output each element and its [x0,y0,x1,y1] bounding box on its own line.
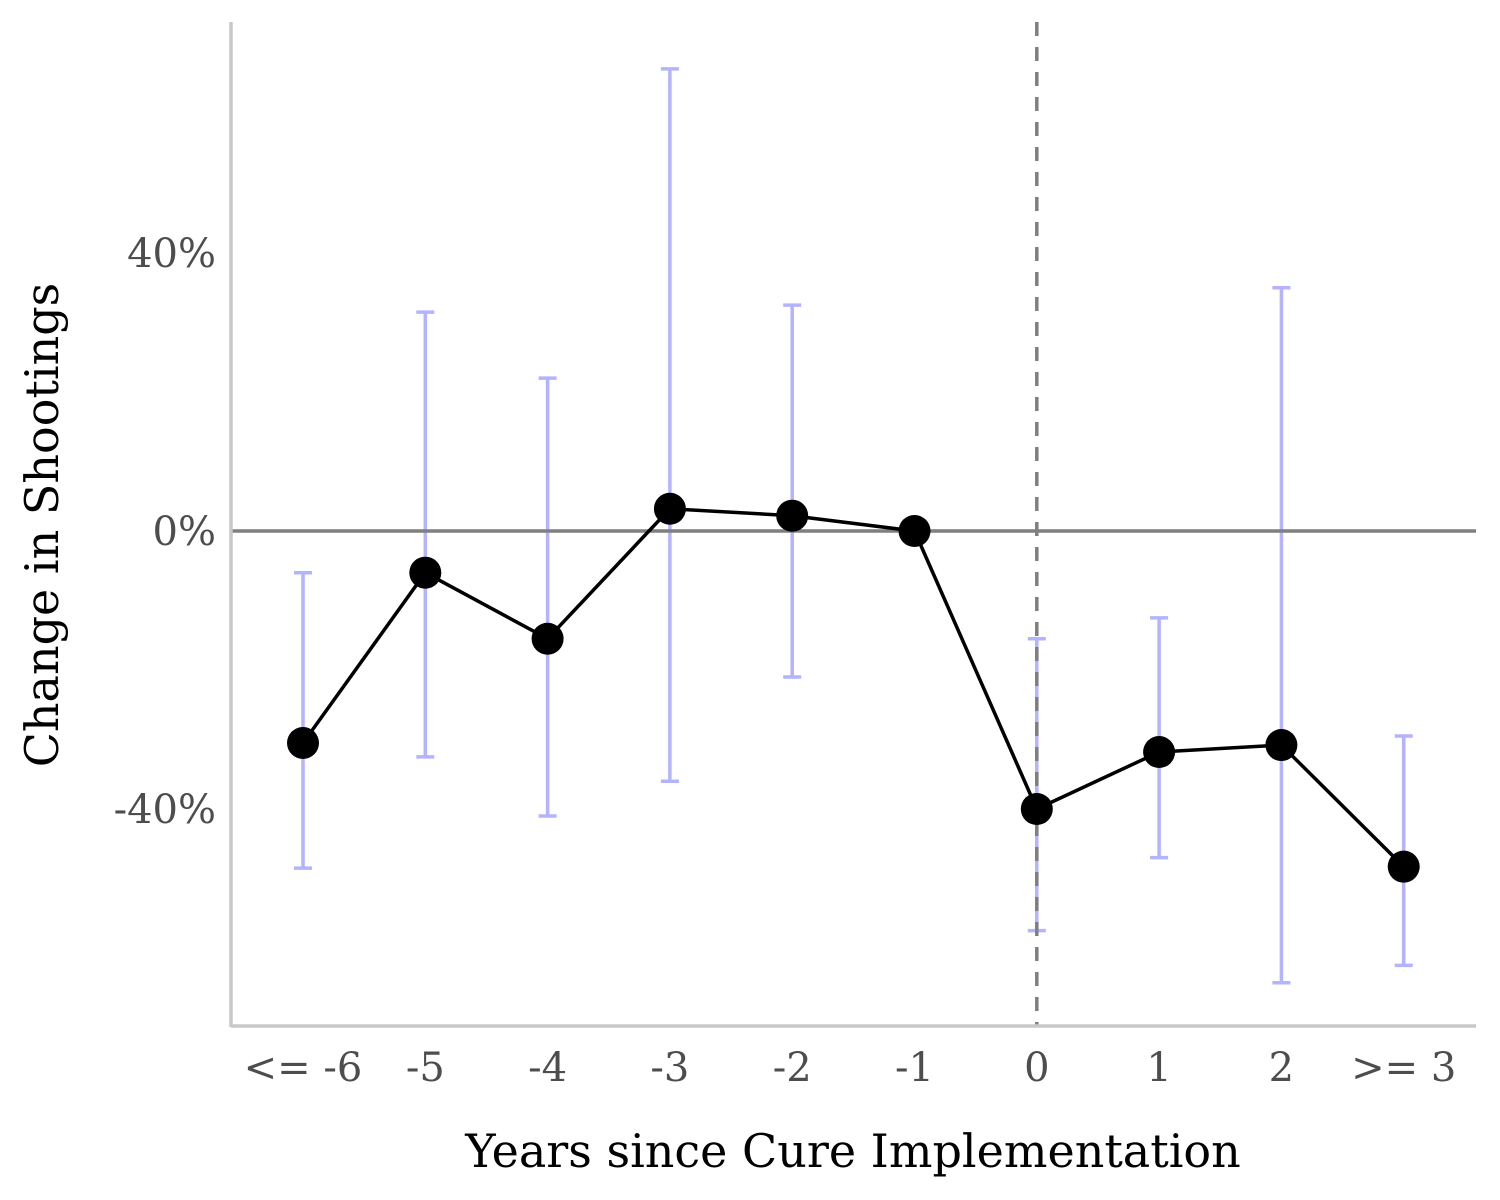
reference-lines [231,22,1476,1026]
y-axis-title: Change in Shootings [15,283,69,768]
error-bar [783,303,802,679]
data-point [776,499,809,532]
error-bar [660,67,679,783]
data-point [1265,729,1298,762]
error-bar [1272,286,1291,985]
x-tick-label: -5 [406,1045,445,1091]
axes [229,22,1476,1028]
error-bar [416,310,435,759]
x-tick-label: 1 [1146,1045,1171,1091]
error-bars [294,67,1413,985]
data-point [653,492,686,525]
data-point [1143,736,1176,769]
x-tick-label: -3 [650,1045,689,1091]
x-tick-label: -4 [528,1045,567,1091]
series-line [301,507,1405,868]
y-tick-label: 40% [127,231,216,277]
x-tick-label: <= -6 [244,1045,363,1091]
y-tick-label: 0% [153,509,216,555]
x-tick-label: 0 [1024,1045,1049,1091]
data-point [898,515,931,547]
y-tick-labels: -40% 0% 40% [114,231,216,833]
x-tick-label: >= 3 [1351,1045,1456,1091]
data-point [1020,793,1053,825]
y-tick-label: -40% [114,787,216,833]
series [287,492,1420,883]
x-tick-labels: <= -6 -5 -4 -3 -2 -1 0 1 2 >= 3 [244,1045,1457,1091]
x-tick-label: 2 [1269,1045,1294,1091]
error-bar [294,570,312,870]
x-tick-label: -1 [895,1045,934,1091]
data-point [1387,850,1420,883]
x-axis-title: Years since Cure Implementation [464,1124,1241,1178]
error-bar [538,376,557,818]
data-point [531,622,564,655]
data-point [409,556,442,589]
x-tick-label: -2 [773,1045,812,1091]
data-point [287,726,319,759]
